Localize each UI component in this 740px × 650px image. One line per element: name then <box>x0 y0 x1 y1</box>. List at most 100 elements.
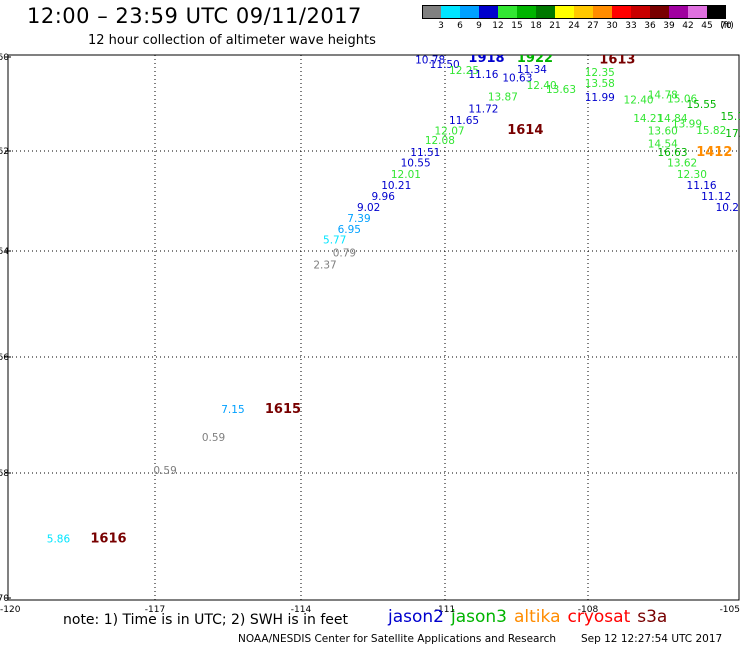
wave-height-label: 13.63 <box>546 84 576 96</box>
legend-unit: (ft) <box>720 21 734 31</box>
legend-swatch <box>612 5 631 19</box>
satellite-cryosat: cryosat <box>567 607 631 627</box>
wave-height-label: 11.16 <box>468 69 498 81</box>
legend-label: 18 <box>530 21 542 31</box>
wave-height-label: 15.19 <box>720 111 740 123</box>
legend-label: 42 <box>682 21 694 31</box>
satellite-jason2: jason2 <box>388 607 444 627</box>
satellite-legend: jason2 jason3 altika cryosat s3a <box>388 607 674 627</box>
wave-height-label: 14.84 <box>657 113 687 125</box>
wave-height-label: 6.95 <box>338 224 361 236</box>
latitude-label: 64 <box>0 247 9 257</box>
legend-swatch <box>441 5 460 19</box>
wave-height-label: 12.40 <box>527 80 557 92</box>
wave-height-label: 10.78 <box>415 54 445 66</box>
wave-height-label: 0.59 <box>0 568 7 580</box>
pass-time-label: 1614 <box>507 123 543 138</box>
generation-timestamp: Sep 12 12:27:54 UTC 2017 <box>581 633 723 645</box>
pass-time-label: 1918 <box>468 51 504 66</box>
legend-label: 21 <box>549 21 561 31</box>
legend-label: 30 <box>606 21 618 31</box>
legend-swatch <box>574 5 593 19</box>
map-title: 12:00 – 23:59 UTC 09/11/2017 <box>27 4 362 28</box>
footer-note: note: 1) Time is in UTC; 2) SWH is in fe… <box>63 612 349 628</box>
legend-label: 36 <box>644 21 656 31</box>
legend-swatch <box>498 5 517 19</box>
pass-time-label: 1615 <box>265 402 301 417</box>
legend-label: 12 <box>492 21 504 31</box>
latitude-label: 66 <box>0 353 9 363</box>
legend-swatch <box>707 5 726 19</box>
legend-swatch <box>688 5 707 19</box>
wave-height-label: 10.63 <box>502 73 532 85</box>
legend-swatch <box>517 5 536 19</box>
wave-height-label: 12.08 <box>425 135 455 147</box>
wave-height-label: 12.25 <box>449 65 479 77</box>
wave-height-label: 11.34 <box>517 64 547 76</box>
legend-swatch <box>422 5 441 19</box>
legend-label: 45 <box>701 21 713 31</box>
wave-height-label: 12.40 <box>624 94 654 106</box>
legend-swatch <box>536 5 555 19</box>
wave-height-label: 10.21 <box>716 202 740 214</box>
latitude-label: 62 <box>0 147 9 157</box>
wave-height-label: 7.15 <box>221 404 244 416</box>
wave-height-label: 11.12 <box>701 191 731 203</box>
wave-height-label: 13.87 <box>488 91 518 103</box>
longitude-label: -120 <box>0 605 21 615</box>
wave-height-label: 11.99 <box>585 92 615 104</box>
wave-height-label: 11.16 <box>687 180 717 192</box>
pass-time-label: 1412 <box>696 145 732 160</box>
wave-height-label: 12.01 <box>391 169 421 181</box>
wave-height-label: 12.30 <box>677 169 707 181</box>
wave-height-label: 0.59 <box>153 465 176 477</box>
legend-swatch <box>669 5 688 19</box>
wave-height-label: 13.99 <box>672 119 702 131</box>
wave-height-label: 14.78 <box>648 90 678 102</box>
map-subtitle: 12 hour collection of altimeter wave hei… <box>88 33 376 48</box>
latitude-label: 70 <box>0 594 9 604</box>
wave-height-label: 9.02 <box>357 202 380 214</box>
legend-swatch <box>555 5 574 19</box>
wave-height-label: 13.60 <box>648 125 678 137</box>
legend-swatch <box>650 5 669 19</box>
wave-height-label: 9.96 <box>372 191 396 203</box>
legend-label: 27 <box>587 21 599 31</box>
longitude-label: -117 <box>145 605 165 615</box>
wave-height-label: 15.82 <box>696 125 726 137</box>
pass-time-label: 1613 <box>599 52 635 67</box>
legend-label: 9 <box>476 21 482 31</box>
wave-height-label: 11.51 <box>410 147 440 159</box>
legend-swatch <box>479 5 498 19</box>
legend-label: 70 <box>720 21 732 31</box>
credit-line: NOAA/NESDIS Center for Satellite Applica… <box>238 633 556 645</box>
longitude-label: -108 <box>578 605 599 615</box>
annotation-layer: 10.78 191811.5012.2511.16192211.3410.6312… <box>0 51 740 580</box>
legend-swatch <box>460 5 479 19</box>
longitude-label: -114 <box>291 605 312 615</box>
longitude-label: -105 <box>720 605 740 615</box>
legend-label: 3 <box>438 21 444 31</box>
wave-height-label: 11.72 <box>468 104 498 116</box>
satellite-s3a: s3a <box>637 607 668 627</box>
wave-height-label: 13.62 <box>667 158 697 170</box>
pass-time-label: 1922 <box>517 51 553 66</box>
legend-label: 6 <box>457 21 463 31</box>
satellite-jason3: jason3 <box>451 607 507 627</box>
wave-height-label: 10.21 <box>381 180 411 192</box>
wave-height-label: 0.79 <box>333 248 356 260</box>
legend-label: 33 <box>625 21 637 31</box>
wave-height-label: 12.35 <box>585 67 615 79</box>
pass-time-label: 1616 <box>90 532 126 547</box>
wave-height-label: 14.21 <box>633 113 663 125</box>
latitude-label: 60 <box>0 53 9 63</box>
wave-height-label: 2.37 <box>313 259 336 271</box>
latitude-label: 68 <box>0 469 9 479</box>
wave-height-label: 15.06 <box>667 93 697 105</box>
longitude-label: -111 <box>435 605 455 615</box>
wave-height-label: 0.59 <box>202 432 225 444</box>
wave-height-label: 5.86 <box>47 534 71 546</box>
map-frame <box>7 54 740 601</box>
wave-height-label: 11.65 <box>449 115 479 127</box>
